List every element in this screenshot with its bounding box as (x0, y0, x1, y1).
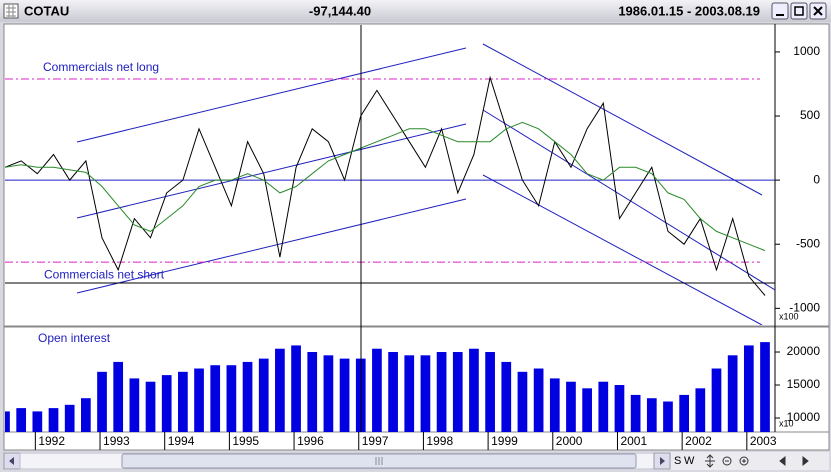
toolbar-s-button[interactable]: S (674, 455, 681, 467)
volume-bar (679, 394, 689, 432)
toolbar-w-button[interactable]: W (684, 455, 695, 467)
volume-bar (178, 371, 188, 432)
volume-bar (323, 355, 334, 432)
pane-title: Open interest (38, 331, 111, 345)
volume-bar (129, 378, 140, 432)
volume-bar (727, 355, 738, 432)
time-axis (3, 431, 830, 451)
volume-bar (614, 385, 625, 432)
x-tick-label: 1997 (362, 434, 389, 448)
volume-bar (64, 404, 75, 432)
volume-bar (760, 342, 770, 432)
volume-plot (5, 342, 770, 432)
volume-bar (258, 358, 269, 432)
volume-bar (81, 398, 91, 432)
y-tick-label: 20000 (787, 344, 821, 358)
x-tick-label: 2000 (556, 434, 583, 448)
y-tick-label: -500 (796, 236, 820, 250)
title-bar (0, 0, 831, 22)
volume-bar (372, 348, 382, 432)
x-tick-label: 1994 (168, 434, 195, 448)
volume-bar (5, 411, 10, 432)
window-icon (3, 3, 19, 19)
x-tick-label: 1998 (426, 434, 453, 448)
volume-bar (566, 381, 576, 432)
moving-average-line (5, 121, 766, 252)
volume-bar (663, 401, 673, 432)
scrollbar[interactable] (3, 452, 671, 470)
x-tick-label: 1996 (297, 434, 324, 448)
volume-bar (339, 358, 350, 432)
x-tick-label: 2003 (750, 434, 777, 448)
window-title: COTAU (24, 3, 69, 18)
volume-bar (226, 365, 237, 432)
volume-bar (485, 352, 495, 432)
volume-bar (420, 355, 431, 432)
volume-bar (452, 352, 463, 432)
date-range: 1986.01.15 - 2003.08.19 (618, 3, 760, 18)
volume-bar (582, 388, 592, 432)
y-tick-label: -1000 (789, 301, 820, 315)
y-tick-label: 10000 (787, 410, 821, 424)
y-tick-label: 0 (813, 172, 820, 186)
volume-bar (388, 352, 398, 432)
cursor-value: -97,144.40 (309, 3, 371, 18)
volume-bar (646, 398, 657, 432)
x-tick-label: 1995 (232, 434, 259, 448)
close-button[interactable] (809, 2, 827, 20)
reference-label: Commercials net long (43, 60, 159, 74)
volume-bar (598, 381, 609, 432)
y-tick-label: 1000 (793, 44, 820, 58)
volume-bar (161, 375, 172, 432)
volume-bar (711, 368, 722, 432)
reference-label: Commercials net short (44, 267, 165, 281)
maximize-button[interactable] (790, 2, 808, 20)
volume-bar (32, 411, 43, 432)
volume-bar (501, 361, 512, 432)
volume-bar (275, 348, 285, 432)
volume-bar (194, 368, 204, 432)
trend-channels (76, 43, 775, 325)
volume-bar (210, 365, 221, 432)
volume-bar (630, 394, 641, 432)
volume-bar (533, 368, 544, 432)
volume-bar (16, 408, 27, 432)
volume-bar (549, 378, 560, 432)
x-tick-label: 2002 (685, 434, 712, 448)
volume-bar (743, 345, 754, 432)
price-plot (5, 43, 775, 325)
volume-bar (242, 361, 253, 432)
x-tick-label: 1992 (38, 434, 65, 448)
volume-bar (307, 352, 318, 432)
unit-label: x100 (779, 311, 799, 321)
net-position-line (5, 75, 766, 296)
y-tick-label: 15000 (787, 377, 821, 391)
volume-bar (517, 371, 528, 432)
volume-bar (48, 408, 59, 432)
minimize-button[interactable] (771, 2, 789, 20)
volume-bar (145, 381, 156, 432)
price-pane (3, 23, 830, 327)
volume-bar (469, 348, 479, 432)
volume-bar (695, 388, 706, 432)
y-tick-label: 500 (800, 108, 820, 122)
volume-bar (97, 371, 107, 432)
volume-bar (113, 361, 124, 432)
volume-pane (3, 326, 830, 434)
x-tick-label: 1993 (103, 434, 130, 448)
volume-bar (404, 355, 415, 432)
unit-label: x10 (779, 418, 794, 428)
volume-bar (291, 345, 301, 432)
x-tick-label: 2001 (620, 434, 647, 448)
toolbar-icons[interactable] (705, 454, 809, 468)
x-tick-label: 1999 (491, 434, 518, 448)
volume-bar (436, 352, 447, 432)
